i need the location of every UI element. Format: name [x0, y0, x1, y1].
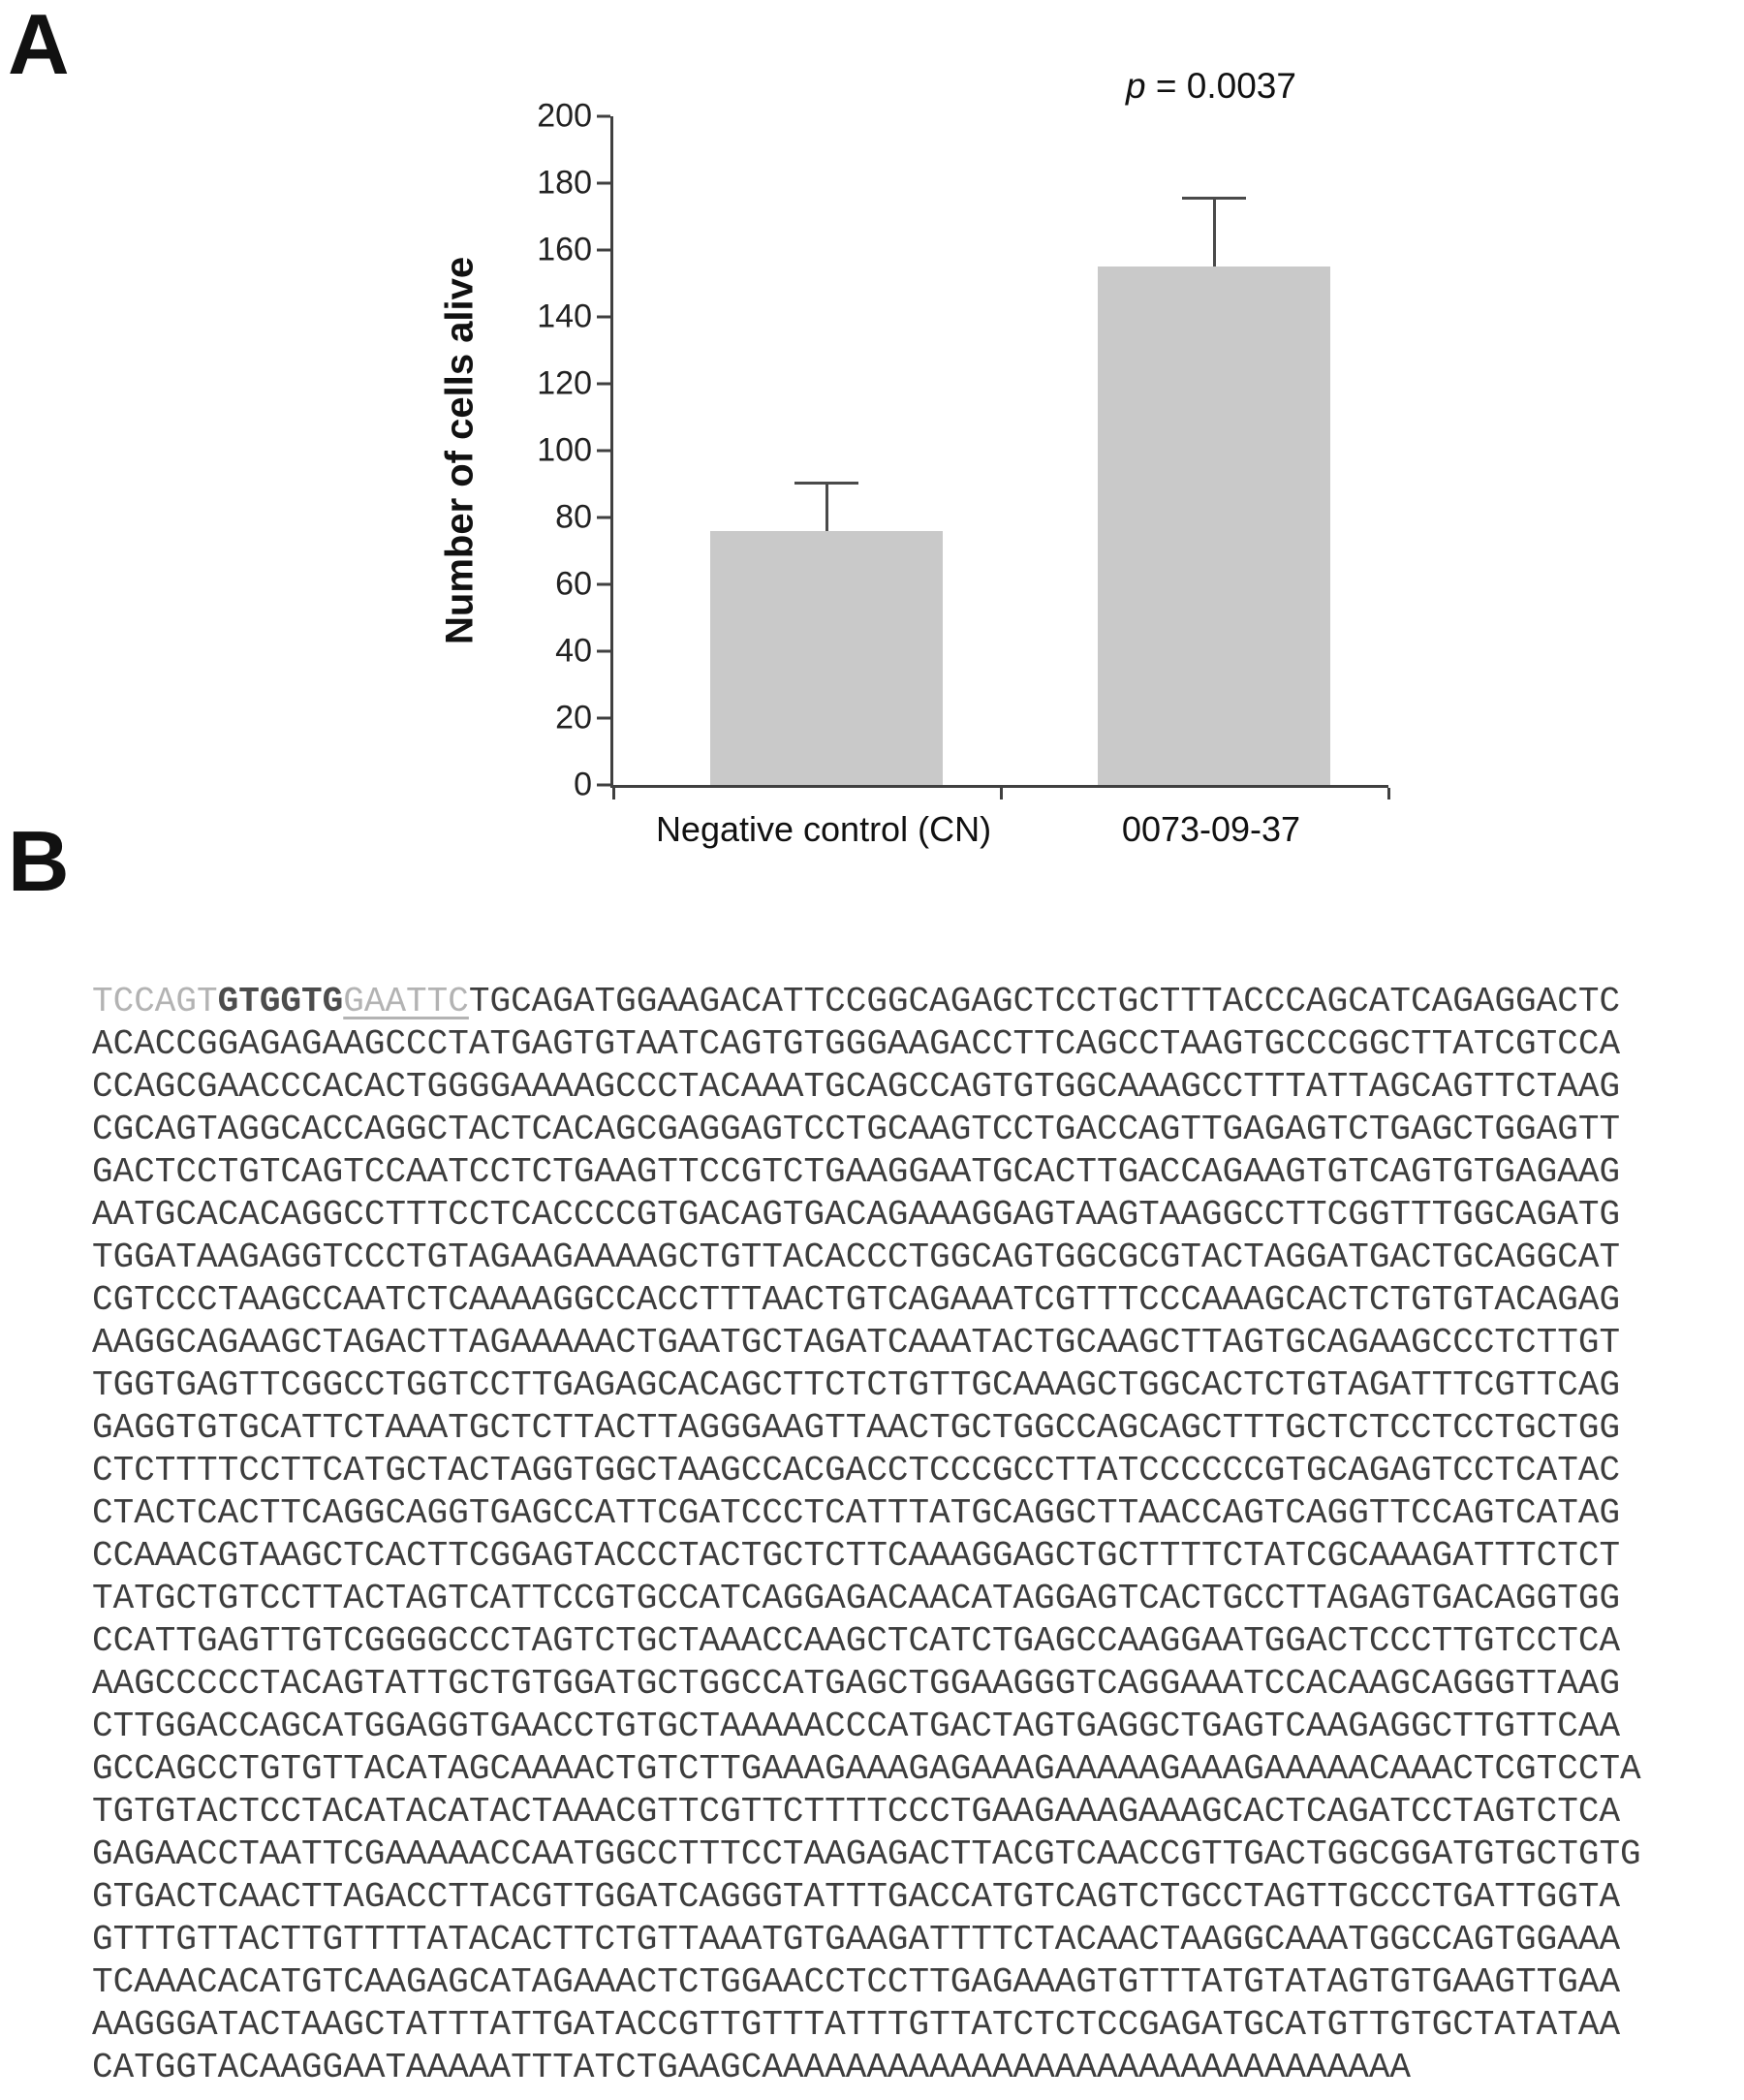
sequence-line: GTGACTCAACTTAGACCTTACGTTGGATCAGGGTATTTGA… — [92, 1877, 1621, 1917]
x-axis-tick-mark — [612, 788, 615, 799]
y-axis-tick-label: 80 — [555, 498, 592, 536]
sequence-line: GCCAGCCTGTGTTACATAGCAAAACTGTCTTGAAAGAAAG… — [92, 1749, 1641, 1789]
sequence-line: CATGGTACAAGGAATAAAAATTTATCTGAAGCAAAAAAAA… — [92, 2048, 1412, 2087]
sequence-line: CCATTGAGTTGTCGGGGCCCTAGTCTGCTAAACCAAGCTC… — [92, 1621, 1621, 1661]
y-axis-tick-mark — [597, 181, 610, 185]
y-axis-tick-mark — [597, 783, 610, 787]
sequence-line: ACACCGGAGAGAAGCCCTATGAGTGTAATCAGTGTGGGAA… — [92, 1024, 1621, 1064]
y-axis-tick-label: 0 — [574, 766, 592, 803]
sequence-line: CGCAGTAGGCACCAGGCTACTCACAGCGAGGAGTCCTGCA… — [92, 1110, 1621, 1149]
error-bar-cap — [1182, 197, 1246, 201]
sequence-line: CCAGCGAACCCACACTGGGGAAAAGCCCTACAAATGCAGC… — [92, 1067, 1621, 1107]
y-axis-tick-mark — [597, 716, 610, 720]
y-axis-tick-mark — [597, 382, 610, 386]
sequence-line: CGTCCCTAAGCCAATCTCAAAAGGCCACCTTTAACTGTCA… — [92, 1280, 1621, 1320]
x-axis-label: Negative control (CN) — [655, 809, 992, 849]
p-value-text: = 0.0037 — [1145, 66, 1296, 106]
y-axis-tick-mark — [597, 315, 610, 319]
y-axis-tick-mark — [597, 248, 610, 252]
x-axis-label: 0073-09-37 — [1121, 809, 1301, 849]
y-axis-tick-mark — [597, 649, 610, 653]
error-bar-cap — [794, 481, 858, 485]
x-axis-tick-mark — [1000, 788, 1003, 799]
sequence-line: GAGAACCTAATTCGAAAAACCAATGGCCTTTCCTAAGAGA… — [92, 1834, 1641, 1874]
y-axis-tick-label: 140 — [537, 298, 592, 335]
sequence-line: TCCAGTGTGGTGGAATTCTGCAGATGGAAGACATTCCGGC… — [92, 981, 1700, 1023]
sequence-line: CTTGGACCAGCATGGAGGTGAACCTGTGCTAAAAACCCAT… — [92, 1707, 1621, 1746]
y-axis-tick-label: 40 — [555, 632, 592, 670]
sequence-line: TCAAACACATGTCAAGAGCATAGAAACTCTGGAACCTCCT… — [92, 1962, 1621, 2002]
bar-chart-plot-area: 0 20 40 60 80 100 120 140 160 180 200 — [537, 98, 1390, 803]
y-axis-tick-label: 200 — [537, 97, 592, 135]
y-axis-tick-label: 20 — [555, 699, 592, 737]
x-axis-tick-mark — [1387, 788, 1390, 799]
sequence-line: TGTGTACTCCTACATACATACTAAACGTTCGTTCTTTTCC… — [92, 1792, 1621, 1832]
sequence-segment-bold-motif: GTGGTG — [217, 982, 344, 1021]
sequence-line: TGGTGAGTTCGGCCTGGTCCTTGAGAGCACAGCTTCTCTG… — [92, 1365, 1621, 1405]
y-axis-title: Number of cells alive — [438, 256, 482, 645]
panel-b-label: B — [8, 813, 70, 909]
y-axis-tick-label: 120 — [537, 364, 592, 402]
sequence-line: CTACTCACTTCAGGCAGGTGAGCCATTCGATCCCTCATTT… — [92, 1493, 1621, 1533]
sequence-line: AATGCACACAGGCCTTTCCTCACCCCGTGACAGTGACAGA… — [92, 1195, 1621, 1235]
sequence-line: AAGCCCCCTACAGTATTGCTGTGGATGCTGGCCATGAGCT… — [92, 1664, 1621, 1704]
y-axis-tick-label: 180 — [537, 164, 592, 202]
sequence-line: CTCTTTTCCTTCATGCTACTAGGTGGCTAAGCCACGACCT… — [92, 1451, 1621, 1490]
sequence-segment-insert: TGCAGATGGAAGACATTCCGGCAGAGCTCCTGCTTTACCC… — [468, 982, 1621, 1021]
y-axis-tick-label: 60 — [555, 565, 592, 603]
sequence-line: CCAAACGTAAGCTCACTTCGGAGTACCCTACTGCTCTTCA… — [92, 1536, 1621, 1576]
y-axis-tick-mark — [597, 114, 610, 118]
y-axis-tick-mark — [597, 516, 610, 519]
sequence-line: AAGGGATACTAAGCTATTTATTGATACCGTTGTTTATTTG… — [92, 2005, 1621, 2045]
y-axis-tick-label: 100 — [537, 431, 592, 469]
dna-sequence-block: TCCAGTGTGGTGGAATTCTGCAGATGGAAGACATTCCGGC… — [92, 981, 1700, 2089]
bar-sample — [1098, 266, 1330, 785]
y-axis-tick-mark — [597, 449, 610, 453]
panel-a-label: A — [8, 0, 70, 92]
error-bar-line — [1212, 200, 1216, 267]
bar-negative-control — [710, 530, 943, 785]
sequence-segment-restriction-site: GAATTC — [343, 982, 469, 1021]
error-bar-line — [825, 484, 828, 531]
sequence-line: GACTCCTGTCAGTCCAATCCTCTGAAGTTCCGTCTGAAGG… — [92, 1152, 1621, 1192]
sequence-segment-vector-flank: TCCAGT — [92, 982, 218, 1021]
p-value-italic-p: p — [1126, 66, 1146, 106]
sequence-line: GTTTGTTACTTGTTTTATACACTTCTGTTAAATGTGAAGA… — [92, 1920, 1621, 1959]
sequence-line: TGGATAAGAGGTCCCTGTAGAAGAAAAGCTGTTACACCCT… — [92, 1238, 1621, 1277]
sequence-line: GAGGTGTGCATTCTAAATGCTCTTACTTAGGGAAGTTAAC… — [92, 1408, 1621, 1448]
y-axis-tick-mark — [597, 582, 610, 586]
sequence-line: TATGCTGTCCTTACTAGTCATTCCGTGCCATCAGGAGACA… — [92, 1579, 1621, 1618]
sequence-line: AAGGCAGAAGCTAGACTTAGAAAAACTGAATGCTAGATCA… — [92, 1323, 1621, 1363]
p-value-annotation: p = 0.0037 — [1126, 66, 1296, 107]
y-axis-tick-label: 160 — [537, 231, 592, 268]
